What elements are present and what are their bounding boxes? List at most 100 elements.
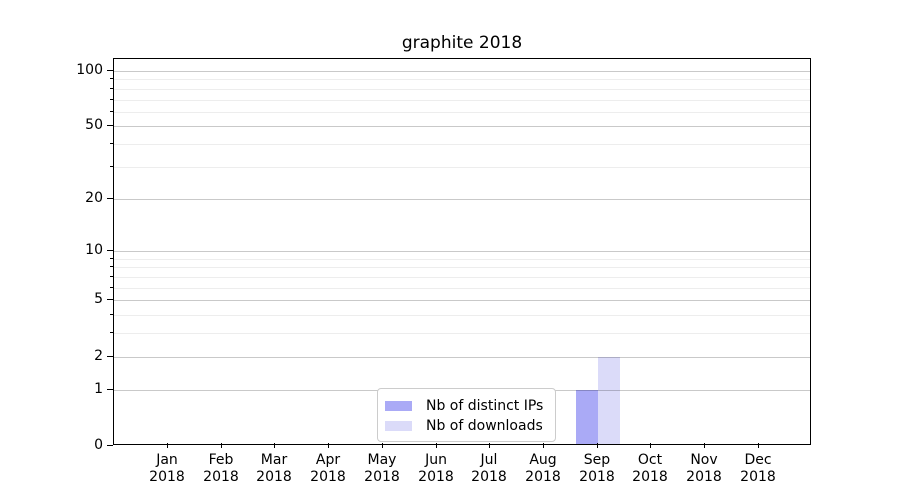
x-axis-tick-label: Jan 2018	[135, 452, 199, 486]
y-axis-tick	[107, 299, 113, 300]
gridline-minor	[114, 79, 810, 80]
x-tick-month: Jul	[480, 452, 498, 468]
x-axis-tick	[650, 443, 651, 448]
gridline-minor	[114, 144, 810, 145]
x-tick-year: 2018	[471, 469, 507, 485]
x-axis-tick-label: Apr 2018	[296, 452, 360, 486]
gridline-minor	[114, 100, 810, 101]
x-axis-tick	[382, 443, 383, 448]
legend-swatch-distinct-ips	[385, 401, 412, 411]
y-axis-tick-label: 20	[85, 190, 103, 206]
y-axis-minor-tick	[110, 258, 113, 259]
gridline-minor	[114, 333, 810, 334]
y-axis-tick	[107, 125, 113, 126]
y-axis-tick	[107, 198, 113, 199]
gridline-major	[114, 126, 810, 127]
x-axis-tick-label: Nov 2018	[672, 452, 736, 486]
x-tick-month: May	[367, 452, 397, 468]
y-axis-tick-label: 100	[76, 62, 103, 78]
gridline-minor	[114, 112, 810, 113]
gridline-minor	[114, 89, 810, 90]
y-axis-minor-tick	[110, 78, 113, 79]
x-tick-year: 2018	[310, 469, 346, 485]
x-tick-year: 2018	[632, 469, 668, 485]
x-tick-month: Aug	[529, 452, 557, 468]
x-axis-tick-label: Oct 2018	[618, 452, 682, 486]
gridline-minor	[114, 167, 810, 168]
bar-distinct-ips-sep-2018	[576, 390, 598, 444]
y-axis-minor-tick	[110, 143, 113, 144]
y-axis-minor-tick	[110, 266, 113, 267]
x-tick-month: Jan	[156, 452, 178, 468]
y-axis-tick	[107, 445, 113, 446]
x-tick-month: Oct	[637, 452, 663, 468]
x-axis-tick-label: Dec 2018	[726, 452, 790, 486]
x-axis-tick-label: Aug 2018	[511, 452, 575, 486]
y-axis-minor-tick	[110, 88, 113, 89]
x-axis-tick	[274, 443, 275, 448]
x-axis-tick	[328, 443, 329, 448]
y-axis-tick	[107, 70, 113, 71]
x-axis-tick	[221, 443, 222, 448]
y-axis-tick-label: 50	[85, 117, 103, 133]
y-axis-minor-tick	[110, 111, 113, 112]
bar-downloads-sep-2018	[598, 357, 620, 444]
legend-label-distinct-ips: Nb of distinct IPs	[426, 398, 544, 414]
gridline-major	[114, 251, 810, 252]
y-axis-minor-tick	[110, 314, 113, 315]
x-tick-year: 2018	[149, 469, 185, 485]
gridline-major	[114, 199, 810, 200]
x-axis-tick-label: Jul 2018	[457, 452, 521, 486]
gridline-minor	[114, 259, 810, 260]
y-axis-tick-label: 0	[94, 437, 103, 453]
y-axis-tick-label: 1	[94, 381, 103, 397]
legend-label-downloads: Nb of downloads	[426, 418, 543, 434]
x-axis-tick-label: Mar 2018	[242, 452, 306, 486]
x-tick-year: 2018	[418, 469, 454, 485]
x-axis-tick-label: Sep 2018	[565, 452, 629, 486]
x-axis-tick-label: May 2018	[350, 452, 414, 486]
gridline-major	[114, 71, 810, 72]
y-axis-tick-label: 5	[94, 291, 103, 307]
chart-title: graphite 2018	[401, 33, 523, 53]
gridline-minor	[114, 267, 810, 268]
x-axis-tick	[758, 443, 759, 448]
x-axis-tick	[597, 443, 598, 448]
x-tick-month: Apr	[315, 452, 341, 468]
x-tick-year: 2018	[579, 469, 615, 485]
x-tick-year: 2018	[203, 469, 239, 485]
x-tick-month: Mar	[260, 452, 288, 468]
x-axis-tick	[436, 443, 437, 448]
gridline-minor	[114, 277, 810, 278]
y-axis-minor-tick	[110, 99, 113, 100]
y-axis-minor-tick	[110, 332, 113, 333]
legend-item-downloads: Nb of downloads	[385, 416, 543, 436]
x-tick-year: 2018	[740, 469, 776, 485]
legend: Nb of distinct IPs Nb of downloads	[377, 388, 557, 442]
y-axis-minor-tick	[110, 276, 113, 277]
x-tick-year: 2018	[256, 469, 292, 485]
x-axis-tick	[167, 443, 168, 448]
x-tick-month: Feb	[208, 452, 234, 468]
y-axis-minor-tick	[110, 287, 113, 288]
x-tick-month: Sep	[583, 452, 611, 468]
x-tick-year: 2018	[525, 469, 561, 485]
x-axis-tick-label: Feb 2018	[189, 452, 253, 486]
x-tick-year: 2018	[686, 469, 722, 485]
x-tick-month: Jun	[425, 452, 447, 468]
x-tick-month: Nov	[690, 452, 718, 468]
x-axis-tick	[704, 443, 705, 448]
y-axis-minor-tick	[110, 166, 113, 167]
x-tick-year: 2018	[364, 469, 400, 485]
plot-area	[113, 58, 811, 445]
y-axis-tick-label: 10	[85, 242, 103, 258]
y-axis-tick	[107, 356, 113, 357]
y-axis-tick-label: 2	[94, 348, 103, 364]
x-axis-tick	[543, 443, 544, 448]
legend-swatch-downloads	[385, 421, 412, 431]
gridline-major	[114, 300, 810, 301]
gridline-minor	[114, 315, 810, 316]
y-axis-tick	[107, 389, 113, 390]
y-axis-tick	[107, 250, 113, 251]
